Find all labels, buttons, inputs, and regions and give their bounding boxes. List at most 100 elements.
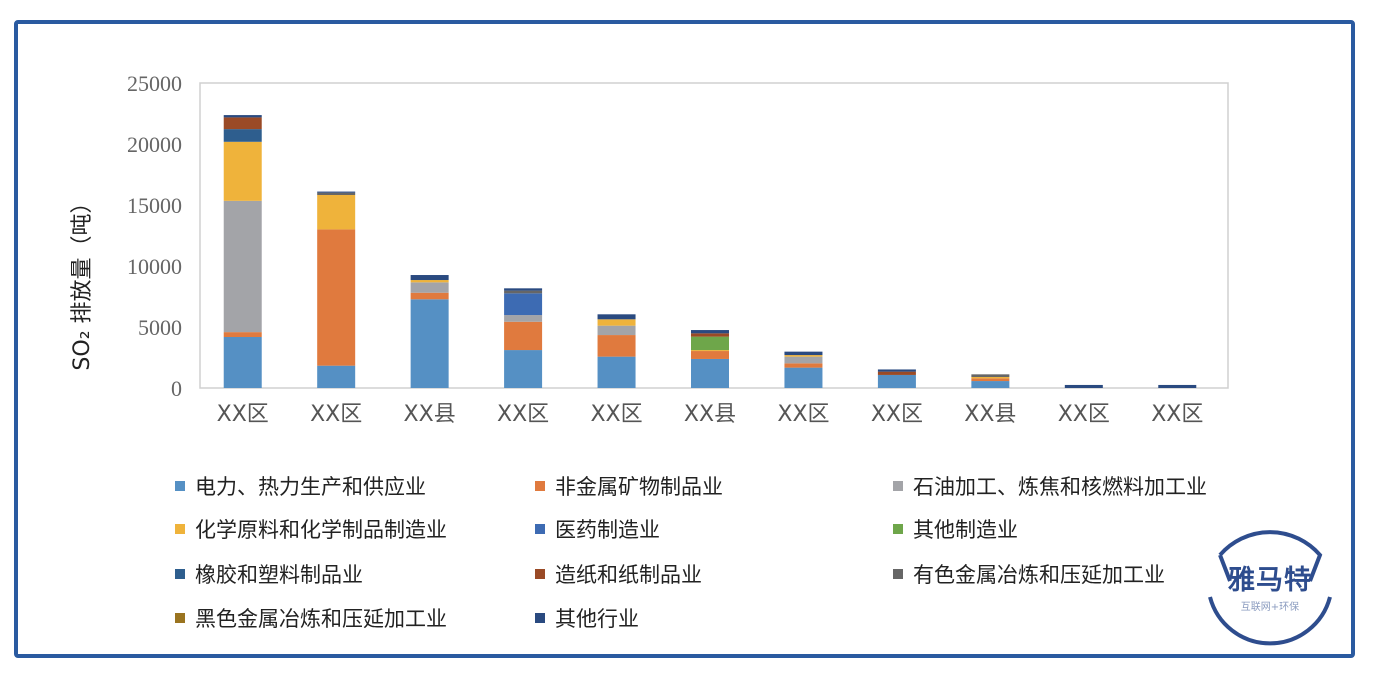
bar-segment — [410, 292, 449, 300]
bar-segment — [784, 355, 823, 357]
x-tick-label: XX区 — [777, 402, 829, 427]
watermark-subtitle: 互联网+环保 — [1240, 602, 1300, 613]
bar-segment — [597, 325, 636, 336]
bar-segment — [691, 333, 729, 337]
x-tick-label: XX县 — [404, 402, 456, 427]
bar-segment — [223, 115, 262, 118]
watermark-title: 雅马特 — [1228, 565, 1312, 596]
legend-swatch — [893, 569, 903, 579]
legend-swatch — [175, 613, 185, 623]
legend-swatch — [175, 569, 185, 579]
x-tick-label: XX区 — [497, 402, 549, 427]
bar-segment — [597, 314, 636, 320]
legend-label: 其他行业 — [555, 607, 639, 631]
legend-label: 黑色金属冶炼和压延加工业 — [195, 607, 447, 631]
y-tick-label: 20000 — [127, 132, 182, 157]
bar-segment — [410, 282, 449, 293]
bar-segment — [597, 335, 636, 357]
bar-segment — [784, 356, 823, 364]
legend-item: 化学原料和化学制品制造业 — [175, 514, 447, 544]
bar-segment — [877, 369, 916, 372]
legend-item: 其他制造业 — [893, 514, 1018, 544]
y-axis-label: SO₂ 排放量（吨） — [70, 191, 95, 371]
legend-label: 非金属矿物制品业 — [555, 475, 723, 499]
legend-swatch — [535, 569, 545, 579]
y-tick-label: 10000 — [127, 254, 182, 279]
bar-segment — [223, 141, 262, 201]
legend-label: 化学原料和化学制品制造业 — [195, 518, 447, 542]
bar-segment — [971, 374, 1010, 378]
bar-segment — [504, 321, 543, 351]
legend-swatch — [535, 613, 545, 623]
x-tick-label: XX区 — [590, 402, 642, 427]
bar-segment — [410, 299, 449, 388]
legend-swatch — [535, 481, 545, 491]
bar-segment — [410, 275, 449, 281]
y-tick-label: 15000 — [127, 193, 182, 218]
bar-segment — [1064, 384, 1103, 388]
bar-segment — [223, 337, 262, 388]
legend-swatch — [893, 481, 903, 491]
legend-label: 石油加工、炼焦和核燃料加工业 — [913, 475, 1207, 499]
legend-item: 医药制造业 — [535, 514, 660, 544]
bar-segment — [504, 288, 543, 291]
legend-label: 造纸和纸制品业 — [555, 563, 702, 587]
bar-segment — [223, 129, 262, 142]
legend-item: 石油加工、炼焦和核燃料加工业 — [893, 471, 1207, 501]
bar-segment — [1158, 384, 1197, 388]
legend-label: 其他制造业 — [913, 518, 1018, 542]
bar-segment — [317, 229, 356, 366]
bar-segment — [971, 381, 1010, 388]
bar-segment — [691, 350, 729, 352]
y-tick-label: 25000 — [127, 71, 182, 96]
legend-swatch — [535, 524, 545, 534]
legend-item: 橡胶和塑料制品业 — [175, 559, 363, 589]
legend-item: 其他行业 — [535, 603, 639, 633]
bar-segment — [784, 367, 823, 388]
bar-segment — [317, 365, 356, 388]
bar-segment — [504, 350, 543, 388]
bar-segment — [691, 336, 729, 351]
bar-segment — [223, 200, 262, 333]
bar-segment — [691, 351, 729, 359]
bar-segment — [504, 293, 543, 316]
bar-segment — [971, 378, 1010, 382]
bar-segment — [971, 377, 1010, 379]
x-tick-label: XX区 — [310, 402, 362, 427]
legend-item: 电力、热力生产和供应业 — [175, 471, 426, 501]
legend-label: 医药制造业 — [555, 518, 660, 542]
legend-item: 黑色金属冶炼和压延加工业 — [175, 603, 447, 633]
bar-segment — [597, 319, 636, 326]
y-tick-label: 0 — [171, 376, 182, 401]
bar-segment — [223, 117, 262, 130]
bar-segment — [504, 290, 543, 294]
legend-item: 有色金属冶炼和压延加工业 — [893, 559, 1165, 589]
bar-segment — [877, 374, 916, 388]
x-tick-label: XX区 — [871, 402, 923, 427]
bar-segment — [877, 371, 916, 375]
x-tick-label: XX县 — [684, 402, 736, 427]
legend-swatch — [175, 481, 185, 491]
legend-label: 橡胶和塑料制品业 — [195, 563, 363, 587]
bar-segment — [223, 332, 262, 338]
watermark-logo-ring — [1208, 530, 1332, 646]
bar-segment — [504, 315, 543, 322]
bar-segment — [691, 358, 729, 388]
x-tick-label: XX区 — [1058, 402, 1110, 427]
bar-segment — [691, 330, 729, 334]
bar-segment — [597, 356, 636, 388]
legend-item: 非金属矿物制品业 — [535, 471, 723, 501]
x-tick-label: XX区 — [217, 402, 269, 427]
bar-segment — [317, 191, 356, 193]
legend-item: 造纸和纸制品业 — [535, 559, 702, 589]
bar-segment — [317, 192, 356, 195]
y-tick-label: 5000 — [138, 315, 182, 340]
bar-segment — [317, 194, 356, 230]
legend-label: 有色金属冶炼和压延加工业 — [913, 563, 1165, 587]
x-tick-label: XX区 — [1151, 402, 1203, 427]
x-tick-label: XX县 — [964, 402, 1016, 427]
legend-swatch — [893, 524, 903, 534]
legend-label: 电力、热力生产和供应业 — [195, 475, 426, 499]
bar-segment — [410, 280, 449, 283]
legend-swatch — [175, 524, 185, 534]
